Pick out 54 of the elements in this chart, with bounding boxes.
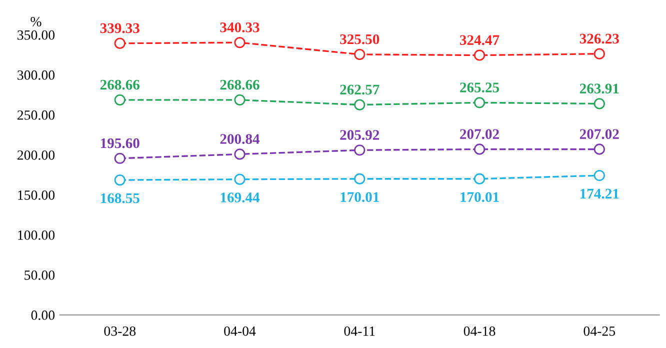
point bbox=[354, 144, 366, 156]
point bbox=[114, 152, 126, 164]
data-label: 324.47 bbox=[460, 35, 500, 46]
x-tick-label: 03-28 bbox=[104, 326, 136, 336]
point bbox=[474, 97, 486, 108]
point bbox=[354, 48, 366, 60]
point bbox=[354, 99, 366, 110]
data-label: 325.50 bbox=[340, 34, 380, 44]
y-tick-label: 250.00 bbox=[17, 110, 55, 120]
data-label: 170.01 bbox=[460, 192, 499, 202]
x-tick-label: 04-18 bbox=[464, 326, 496, 336]
point bbox=[474, 144, 486, 155]
point bbox=[474, 173, 486, 184]
data-label: 340.33 bbox=[220, 22, 260, 32]
data-label: 195.60 bbox=[100, 138, 140, 148]
point bbox=[234, 148, 246, 160]
y-axis-title: % bbox=[30, 17, 42, 26]
data-label: 169.44 bbox=[220, 192, 260, 202]
point bbox=[594, 48, 605, 60]
data-label: 168.55 bbox=[100, 193, 140, 204]
data-label: 174.21 bbox=[580, 188, 619, 199]
x-tick-label: 04-04 bbox=[224, 326, 256, 336]
point bbox=[594, 170, 605, 182]
data-label: 326.23 bbox=[580, 34, 619, 44]
point bbox=[114, 94, 126, 106]
point bbox=[354, 173, 366, 184]
data-label: 262.57 bbox=[340, 84, 380, 95]
x-tick-label: 04-11 bbox=[344, 326, 375, 336]
data-label: 263.91 bbox=[580, 84, 619, 94]
y-tick-label: 0.00 bbox=[31, 310, 55, 320]
point bbox=[234, 94, 246, 106]
data-label: 339.33 bbox=[100, 23, 140, 34]
data-label: 268.66 bbox=[220, 80, 260, 90]
data-label: 207.02 bbox=[460, 129, 499, 140]
y-tick-label: 150.00 bbox=[18, 190, 55, 200]
point bbox=[234, 174, 246, 185]
point bbox=[594, 144, 605, 155]
y-tick-label: 350.00 bbox=[18, 30, 55, 40]
data-label: 170.01 bbox=[340, 192, 379, 202]
data-label: 207.02 bbox=[580, 129, 619, 140]
data-label: 200.84 bbox=[220, 134, 260, 144]
point bbox=[594, 98, 605, 110]
point bbox=[234, 36, 246, 48]
data-label: 268.66 bbox=[100, 80, 140, 90]
point bbox=[114, 38, 126, 49]
point bbox=[114, 174, 126, 186]
data-label: 265.25 bbox=[460, 82, 500, 92]
y-tick-label: 300.00 bbox=[18, 70, 55, 80]
data-label: 205.92 bbox=[340, 130, 380, 140]
x-tick-label: 04-25 bbox=[584, 326, 616, 336]
y-tick-label: 50.00 bbox=[24, 270, 55, 280]
y-tick-label: 200.00 bbox=[17, 150, 55, 160]
y-tick-label: 100.00 bbox=[18, 230, 55, 240]
point bbox=[474, 50, 486, 61]
